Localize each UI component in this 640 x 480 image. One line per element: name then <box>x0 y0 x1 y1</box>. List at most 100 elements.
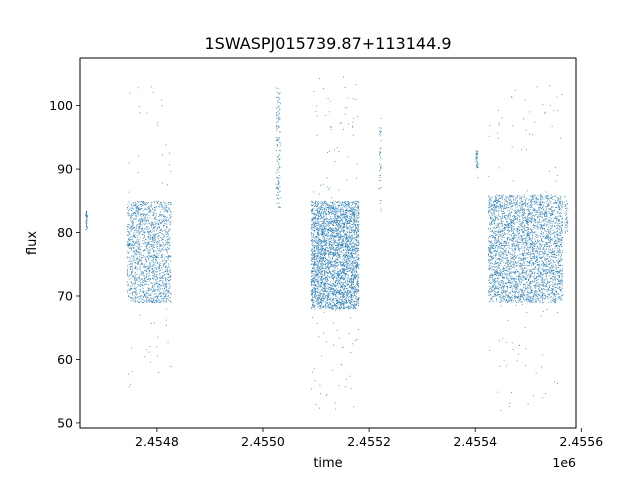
data-point <box>350 211 352 212</box>
data-point <box>129 269 131 270</box>
data-point <box>322 296 324 298</box>
data-point <box>356 264 358 266</box>
data-point <box>167 274 169 276</box>
data-point <box>316 208 318 210</box>
data-point <box>315 280 317 282</box>
data-point <box>314 245 316 247</box>
data-point <box>323 294 325 295</box>
data-point <box>343 282 345 284</box>
data-point <box>315 255 317 257</box>
data-point <box>138 207 139 209</box>
data-point <box>311 275 313 276</box>
data-point <box>317 302 319 303</box>
data-point <box>345 386 347 388</box>
data-point <box>312 226 314 228</box>
data-point <box>348 223 350 224</box>
data-point <box>342 213 344 215</box>
data-point <box>142 243 144 245</box>
data-point <box>162 293 164 295</box>
data-point <box>324 254 325 256</box>
data-point <box>323 236 325 238</box>
data-point <box>132 218 134 220</box>
data-point <box>358 236 360 238</box>
data-point <box>327 236 329 238</box>
data-point <box>335 298 337 300</box>
data-point <box>323 218 325 220</box>
data-point <box>150 294 151 295</box>
data-point <box>318 296 320 298</box>
data-point <box>143 270 145 272</box>
data-point <box>278 182 280 184</box>
data-point <box>336 280 338 282</box>
data-point <box>166 244 168 246</box>
data-point <box>357 215 359 216</box>
data-point <box>311 245 313 247</box>
data-point <box>331 283 333 285</box>
data-point <box>327 264 329 266</box>
data-point <box>322 294 324 296</box>
data-point <box>339 280 341 282</box>
data-point <box>326 280 327 282</box>
data-point <box>329 235 331 237</box>
data-point <box>312 267 314 269</box>
data-point <box>169 152 170 154</box>
data-point <box>319 209 321 211</box>
data-point <box>316 205 318 207</box>
data-point <box>311 229 313 231</box>
data-point <box>348 231 350 233</box>
data-point <box>343 271 345 273</box>
data-point <box>158 238 159 240</box>
data-point <box>311 250 313 252</box>
data-point <box>342 245 343 246</box>
data-point <box>349 281 351 283</box>
data-point <box>145 221 147 223</box>
data-point <box>316 225 318 227</box>
data-point <box>278 112 280 114</box>
data-point <box>342 293 344 295</box>
data-point <box>351 202 353 204</box>
data-point <box>353 296 354 298</box>
data-point <box>332 293 333 295</box>
data-point <box>353 268 355 270</box>
data-point <box>339 208 341 210</box>
data-point <box>354 287 356 289</box>
data-point <box>318 270 320 271</box>
data-point <box>167 238 169 240</box>
data-point <box>152 274 154 276</box>
data-point <box>311 210 313 212</box>
data-point <box>149 230 151 232</box>
data-point <box>317 267 319 269</box>
data-point <box>314 277 316 279</box>
data-point <box>148 271 150 273</box>
data-point <box>140 213 142 215</box>
data-point <box>344 211 346 213</box>
data-point <box>324 261 325 263</box>
data-point <box>331 213 332 215</box>
data-point <box>276 177 278 179</box>
data-point <box>157 278 158 279</box>
data-point <box>131 255 132 257</box>
data-point <box>313 208 315 210</box>
data-point <box>140 281 142 283</box>
data-point <box>357 290 359 292</box>
data-point <box>345 250 347 252</box>
data-point <box>141 262 143 264</box>
data-point <box>344 286 346 288</box>
data-point <box>358 274 360 276</box>
data-point <box>319 269 321 271</box>
data-point <box>161 268 163 270</box>
data-point <box>161 267 162 269</box>
data-point <box>334 276 336 278</box>
data-point <box>335 220 337 222</box>
data-point <box>358 228 360 230</box>
data-point <box>347 274 349 276</box>
data-point <box>334 215 335 217</box>
data-point <box>314 308 316 310</box>
data-point <box>314 274 316 276</box>
data-point <box>346 203 348 205</box>
data-point <box>340 234 342 236</box>
data-point <box>162 271 164 273</box>
data-point <box>164 222 166 224</box>
data-point <box>315 217 317 219</box>
data-point <box>311 283 312 285</box>
